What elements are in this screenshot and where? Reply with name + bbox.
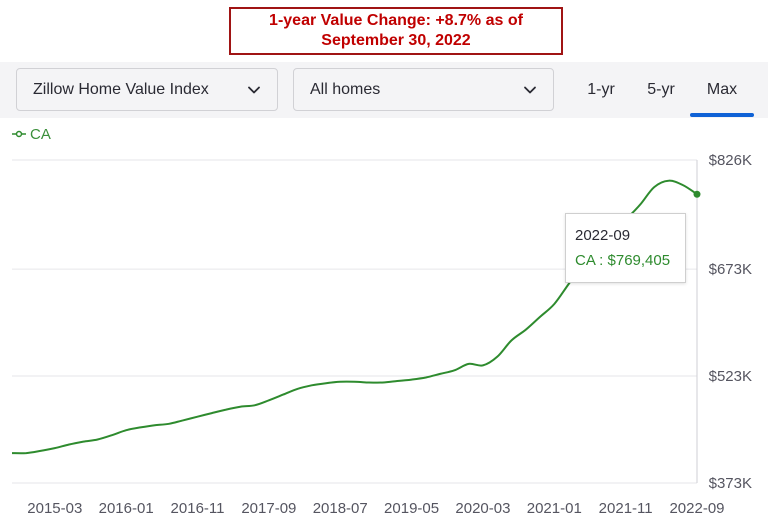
index-type-select[interactable]: Zillow Home Value Index xyxy=(16,68,278,111)
x-tick-label: 2021-01 xyxy=(527,500,582,517)
x-tick-label: 2015-03 xyxy=(27,500,82,517)
value-change-text: 1-year Value Change: +8.7% as of Septemb… xyxy=(269,12,523,49)
tooltip-date: 2022-09 xyxy=(575,227,631,244)
y-tick-label: $673K xyxy=(709,261,752,278)
chevron-down-icon xyxy=(248,86,260,94)
legend-marker-icon xyxy=(12,130,26,138)
selected-tab-indicator xyxy=(690,113,754,117)
x-tick-label: 2016-11 xyxy=(171,500,225,517)
home-type-value: All homes xyxy=(310,80,381,98)
x-tick-label: 2022-09 xyxy=(669,500,724,517)
y-axis-ticks: $373K $523K $673K $826K xyxy=(709,152,752,492)
chart-tooltip: 2022-09 CA : $769,405 xyxy=(565,213,686,283)
x-tick-label: 2019-05 xyxy=(384,500,439,517)
chevron-down-icon xyxy=(524,86,536,94)
x-tick-label: 2018-07 xyxy=(313,500,368,517)
highlight-point xyxy=(693,190,701,198)
value-change-banner: 1-year Value Change: +8.7% as of Septemb… xyxy=(229,7,563,55)
tab-5yr[interactable]: 5-yr xyxy=(647,81,675,98)
y-tick-label: $826K xyxy=(709,152,752,169)
home-type-select[interactable]: All homes xyxy=(293,68,554,111)
chart-legend[interactable]: CA xyxy=(12,125,51,143)
legend-label-ca: CA xyxy=(30,125,51,143)
x-tick-label: 2021-11 xyxy=(599,500,653,517)
x-tick-label: 2020-03 xyxy=(455,500,510,517)
chart-controls-bar: Zillow Home Value Index All homes 1-yr 5… xyxy=(0,62,768,118)
y-tick-label: $373K xyxy=(709,475,752,492)
index-type-value: Zillow Home Value Index xyxy=(33,80,209,98)
x-axis-ticks: 2015-03 2016-01 2016-11 2017-09 2018-07 2019-… xyxy=(27,500,724,517)
tooltip-value: CA : $769,405 xyxy=(575,252,671,269)
tab-1yr[interactable]: 1-yr xyxy=(587,81,615,98)
x-tick-label: 2016-01 xyxy=(99,500,154,517)
chart-gridlines xyxy=(12,159,697,484)
y-tick-label: $523K xyxy=(709,368,752,385)
tab-max[interactable]: Max xyxy=(706,81,738,98)
x-tick-label: 2017-09 xyxy=(241,500,296,517)
